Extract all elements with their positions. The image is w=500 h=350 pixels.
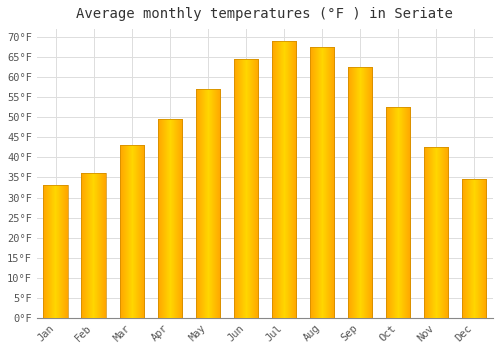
- Bar: [44, 186, 68, 318]
- Bar: [196, 89, 220, 318]
- Bar: [272, 41, 296, 318]
- Bar: [386, 107, 410, 318]
- Bar: [120, 145, 144, 318]
- Bar: [234, 59, 258, 318]
- Title: Average monthly temperatures (°F ) in Seriate: Average monthly temperatures (°F ) in Se…: [76, 7, 454, 21]
- Bar: [462, 180, 486, 318]
- Bar: [424, 147, 448, 318]
- Bar: [348, 67, 372, 318]
- Bar: [310, 47, 334, 318]
- Bar: [82, 174, 106, 318]
- Bar: [158, 119, 182, 318]
